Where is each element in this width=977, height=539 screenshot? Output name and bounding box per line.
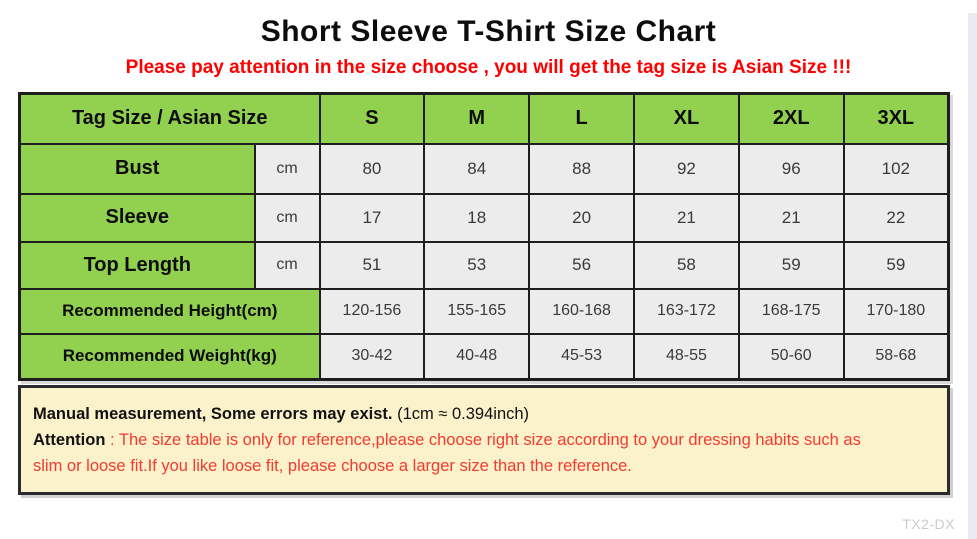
cell-bust-l: 88 xyxy=(528,142,635,195)
row-label-recommended-weight: Recommended Weight(kg) xyxy=(18,332,321,381)
header-tag-size: Tag Size / Asian Size xyxy=(18,92,321,145)
right-edge-strip xyxy=(968,13,977,539)
col-header-xl: XL xyxy=(632,92,740,145)
note-attention-label: Attention xyxy=(33,431,106,449)
col-header-m: M xyxy=(423,92,531,145)
note-line-fit-advice: slim or loose fit.If you like loose fit,… xyxy=(33,453,935,479)
row-label-sleeve: Sleeve xyxy=(18,192,256,243)
cell-weight-l: 45-53 xyxy=(528,332,635,381)
cell-sleeve-3xl: 22 xyxy=(842,192,950,243)
col-header-2xl: 2XL xyxy=(737,92,845,145)
col-header-3xl: 3XL xyxy=(842,92,950,145)
table-row-sleeve: Sleeve cm 17 18 20 21 21 22 xyxy=(18,192,950,243)
cell-top-xl: 58 xyxy=(632,240,740,290)
table-row-recommended-height: Recommended Height(cm) 120-156 155-165 1… xyxy=(18,287,950,335)
cell-bust-xl: 92 xyxy=(632,142,740,195)
unit-cell: cm xyxy=(253,142,321,195)
note-measurement-bold: Manual measurement, Some errors may exis… xyxy=(33,405,393,423)
note-conversion: (1cm ≈ 0.394inch) xyxy=(397,405,530,423)
cell-bust-m: 84 xyxy=(423,142,531,195)
note-line-measurement: Manual measurement, Some errors may exis… xyxy=(33,401,935,427)
cell-height-3xl: 170-180 xyxy=(842,287,950,335)
cell-weight-s: 30-42 xyxy=(318,332,426,381)
cell-weight-2xl: 50-60 xyxy=(737,332,845,381)
table-row-top-length: Top Length cm 51 53 56 58 59 59 xyxy=(18,240,950,290)
unit-cell: cm xyxy=(253,240,321,290)
cell-height-m: 155-165 xyxy=(423,287,531,335)
cell-top-s: 51 xyxy=(318,240,426,290)
row-label-bust: Bust xyxy=(18,142,256,195)
cell-top-2xl: 59 xyxy=(737,240,845,290)
note-box: Manual measurement, Some errors may exis… xyxy=(18,385,950,495)
table-row-recommended-weight: Recommended Weight(kg) 30-42 40-48 45-53… xyxy=(18,332,950,381)
cell-bust-3xl: 102 xyxy=(842,142,950,195)
note-attention-text: : The size table is only for reference,p… xyxy=(110,431,861,449)
cell-sleeve-l: 20 xyxy=(528,192,635,243)
note-line-attention: Attention : The size table is only for r… xyxy=(33,427,935,453)
cell-height-s: 120-156 xyxy=(318,287,426,335)
cell-sleeve-xl: 21 xyxy=(632,192,740,243)
cell-weight-m: 40-48 xyxy=(423,332,531,381)
unit-cell: cm xyxy=(253,192,321,243)
cell-bust-s: 80 xyxy=(318,142,426,195)
cell-height-2xl: 168-175 xyxy=(737,287,845,335)
cell-sleeve-s: 17 xyxy=(318,192,426,243)
size-warning-subtitle: Please pay attention in the size choose … xyxy=(125,57,852,78)
cell-weight-xl: 48-55 xyxy=(632,332,740,381)
col-header-l: L xyxy=(528,92,635,145)
cell-top-m: 53 xyxy=(423,240,531,290)
size-chart-table: Tag Size / Asian Size S M L XL 2XL 3XL B… xyxy=(18,92,950,381)
col-header-s: S xyxy=(318,92,426,145)
cell-height-l: 160-168 xyxy=(528,287,635,335)
row-label-top-length: Top Length xyxy=(18,240,256,290)
cell-sleeve-m: 18 xyxy=(423,192,531,243)
table-header-row: Tag Size / Asian Size S M L XL 2XL 3XL xyxy=(18,92,950,145)
row-label-recommended-height: Recommended Height(cm) xyxy=(18,287,321,335)
cell-bust-2xl: 96 xyxy=(737,142,845,195)
cell-top-3xl: 59 xyxy=(842,240,950,290)
cell-height-xl: 163-172 xyxy=(632,287,740,335)
cell-sleeve-2xl: 21 xyxy=(737,192,845,243)
cell-weight-3xl: 58-68 xyxy=(842,332,950,381)
page-title: Short Sleeve T-Shirt Size Chart xyxy=(260,15,717,48)
watermark-code: TX2-DX xyxy=(902,516,955,532)
note-fit-advice-text: slim or loose fit.If you like loose fit,… xyxy=(33,457,632,475)
table-row-bust: Bust cm 80 84 88 92 96 102 xyxy=(18,142,950,195)
cell-top-l: 56 xyxy=(528,240,635,290)
